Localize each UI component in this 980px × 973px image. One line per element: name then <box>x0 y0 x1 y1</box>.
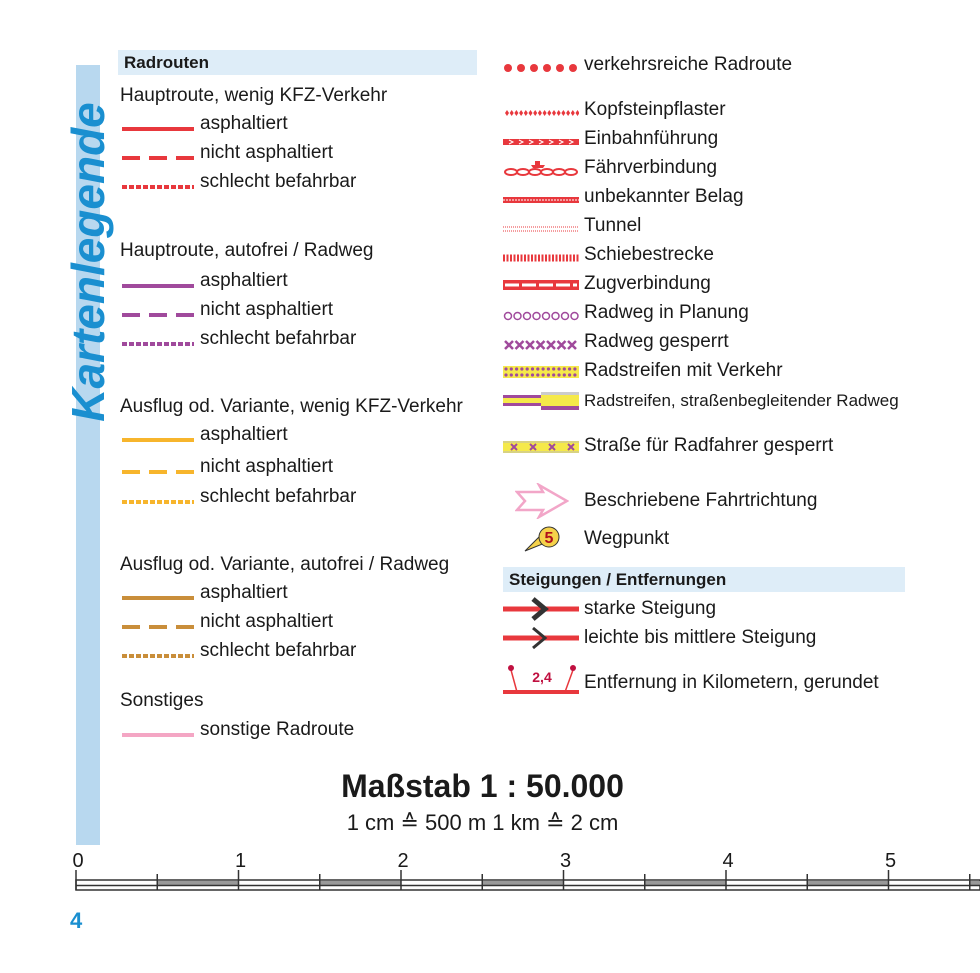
route-symbol <box>503 192 579 210</box>
distance-symbol: 2,4 <box>503 662 579 701</box>
route-line-symbol <box>122 178 194 196</box>
legend-label: Einbahnführung <box>584 128 719 149</box>
scale-tick-label: 3 <box>559 850 572 872</box>
legend-label: Straße für Radfahrer gesperrt <box>584 435 834 456</box>
legend-label: asphaltiert <box>200 270 288 291</box>
legend-label: unbekannter Belag <box>584 186 744 207</box>
scale-subtitle: 1 cm ≙ 500 m 1 km ≙ 2 cm <box>346 810 619 835</box>
section-header-steigungen: Steigungen / Entfernungen <box>503 567 905 592</box>
legend-label: Zugverbindung <box>584 273 711 294</box>
route-line-symbol <box>122 306 194 324</box>
legend-label: nicht asphaltiert <box>200 456 334 477</box>
page-number: 4 <box>70 908 83 933</box>
route-line-symbol <box>122 120 194 138</box>
section-header-radrouten: Radrouten <box>118 50 477 75</box>
legend-label: Radweg in Planung <box>584 302 749 323</box>
legend-label: sonstige Radroute <box>200 719 355 740</box>
scale-title: Maßstab 1 : 50.000 <box>341 768 624 804</box>
route-symbol <box>503 221 579 239</box>
route-line-symbol <box>122 618 194 636</box>
route-line-symbol <box>122 431 194 449</box>
svg-text:5: 5 <box>545 530 554 547</box>
route-line-symbol <box>122 463 194 481</box>
svg-text:2,4: 2,4 <box>532 669 552 685</box>
route-line-symbol <box>122 277 194 295</box>
page-title: Kartenlegende <box>62 102 114 422</box>
legend-label: nicht asphaltiert <box>200 142 334 163</box>
route-line-symbol <box>122 149 194 167</box>
route-line-symbol <box>122 589 194 607</box>
legend-label: Schiebestrecke <box>584 244 714 265</box>
legend-label: verkehrsreiche Radroute <box>584 54 793 75</box>
legend-label: Entfernung in Kilometern, gerundet <box>584 672 879 693</box>
scale-tick-label: 2 <box>397 850 409 872</box>
group-title: Ausflug od. Variante, wenig KFZ-Verkehr <box>120 396 463 417</box>
scale-tick-label: 4 <box>722 850 734 872</box>
route-line-symbol <box>122 647 194 665</box>
legend-label: schlecht befahrbar <box>200 171 357 192</box>
scale-bar <box>75 870 980 891</box>
route-symbol <box>503 105 580 123</box>
legend-label: asphaltiert <box>200 582 288 603</box>
legend-label: Radweg gesperrt <box>584 331 729 352</box>
route-symbol <box>503 337 579 355</box>
legend-label: Tunnel <box>584 215 642 236</box>
legend-label: asphaltiert <box>200 424 288 445</box>
legend-label: starke Steigung <box>584 598 717 619</box>
route-line-symbol <box>122 726 194 744</box>
incline-symbol <box>503 595 579 628</box>
legend-label: Wegpunkt <box>584 528 670 549</box>
group-title: Hauptroute, autofrei / Radweg <box>120 240 374 261</box>
legend-label: nicht asphaltiert <box>200 611 334 632</box>
route-symbol <box>503 365 579 383</box>
legend-label: leichte bis mittlere Steigung <box>584 627 817 648</box>
legend-label: schlecht befahrbar <box>200 486 357 507</box>
waypoint-icon: 5 <box>523 525 563 558</box>
route-line-symbol <box>122 335 194 353</box>
route-symbol <box>503 308 579 326</box>
route-symbol <box>503 392 579 415</box>
route-symbol <box>503 278 579 296</box>
legend-label: Radstreifen mit Verkehr <box>584 360 783 381</box>
route-symbol <box>503 158 579 183</box>
route-symbol <box>503 134 579 152</box>
group-title: Ausflug od. Variante, autofrei / Radweg <box>120 554 450 575</box>
legend-label: Fährverbindung <box>584 157 718 178</box>
sidebar-band <box>76 65 100 845</box>
legend-label: asphaltiert <box>200 113 288 134</box>
group-title: Hauptroute, wenig KFZ-Verkehr <box>120 85 388 106</box>
legend-label: Beschriebene Fahrtrichtung <box>584 490 818 511</box>
legend-label: Radstreifen, straßenbegleitender Radweg <box>584 391 899 410</box>
route-symbol <box>503 60 579 78</box>
route-symbol <box>503 250 579 268</box>
scale-tick-label: 1 <box>234 850 247 872</box>
legend-label: schlecht befahrbar <box>200 640 357 661</box>
route-symbol <box>503 440 579 458</box>
scale-tick-label: 5 <box>884 850 897 872</box>
direction-arrow-icon <box>514 481 570 524</box>
group-title: Sonstiges <box>120 690 204 711</box>
legend-label: Kopfsteinpflaster <box>584 99 726 120</box>
legend-label: schlecht befahrbar <box>200 328 357 349</box>
incline-symbol <box>503 624 579 657</box>
legend-label: nicht asphaltiert <box>200 299 334 320</box>
route-line-symbol <box>122 493 194 511</box>
scale-tick-label: 0 <box>72 850 84 872</box>
